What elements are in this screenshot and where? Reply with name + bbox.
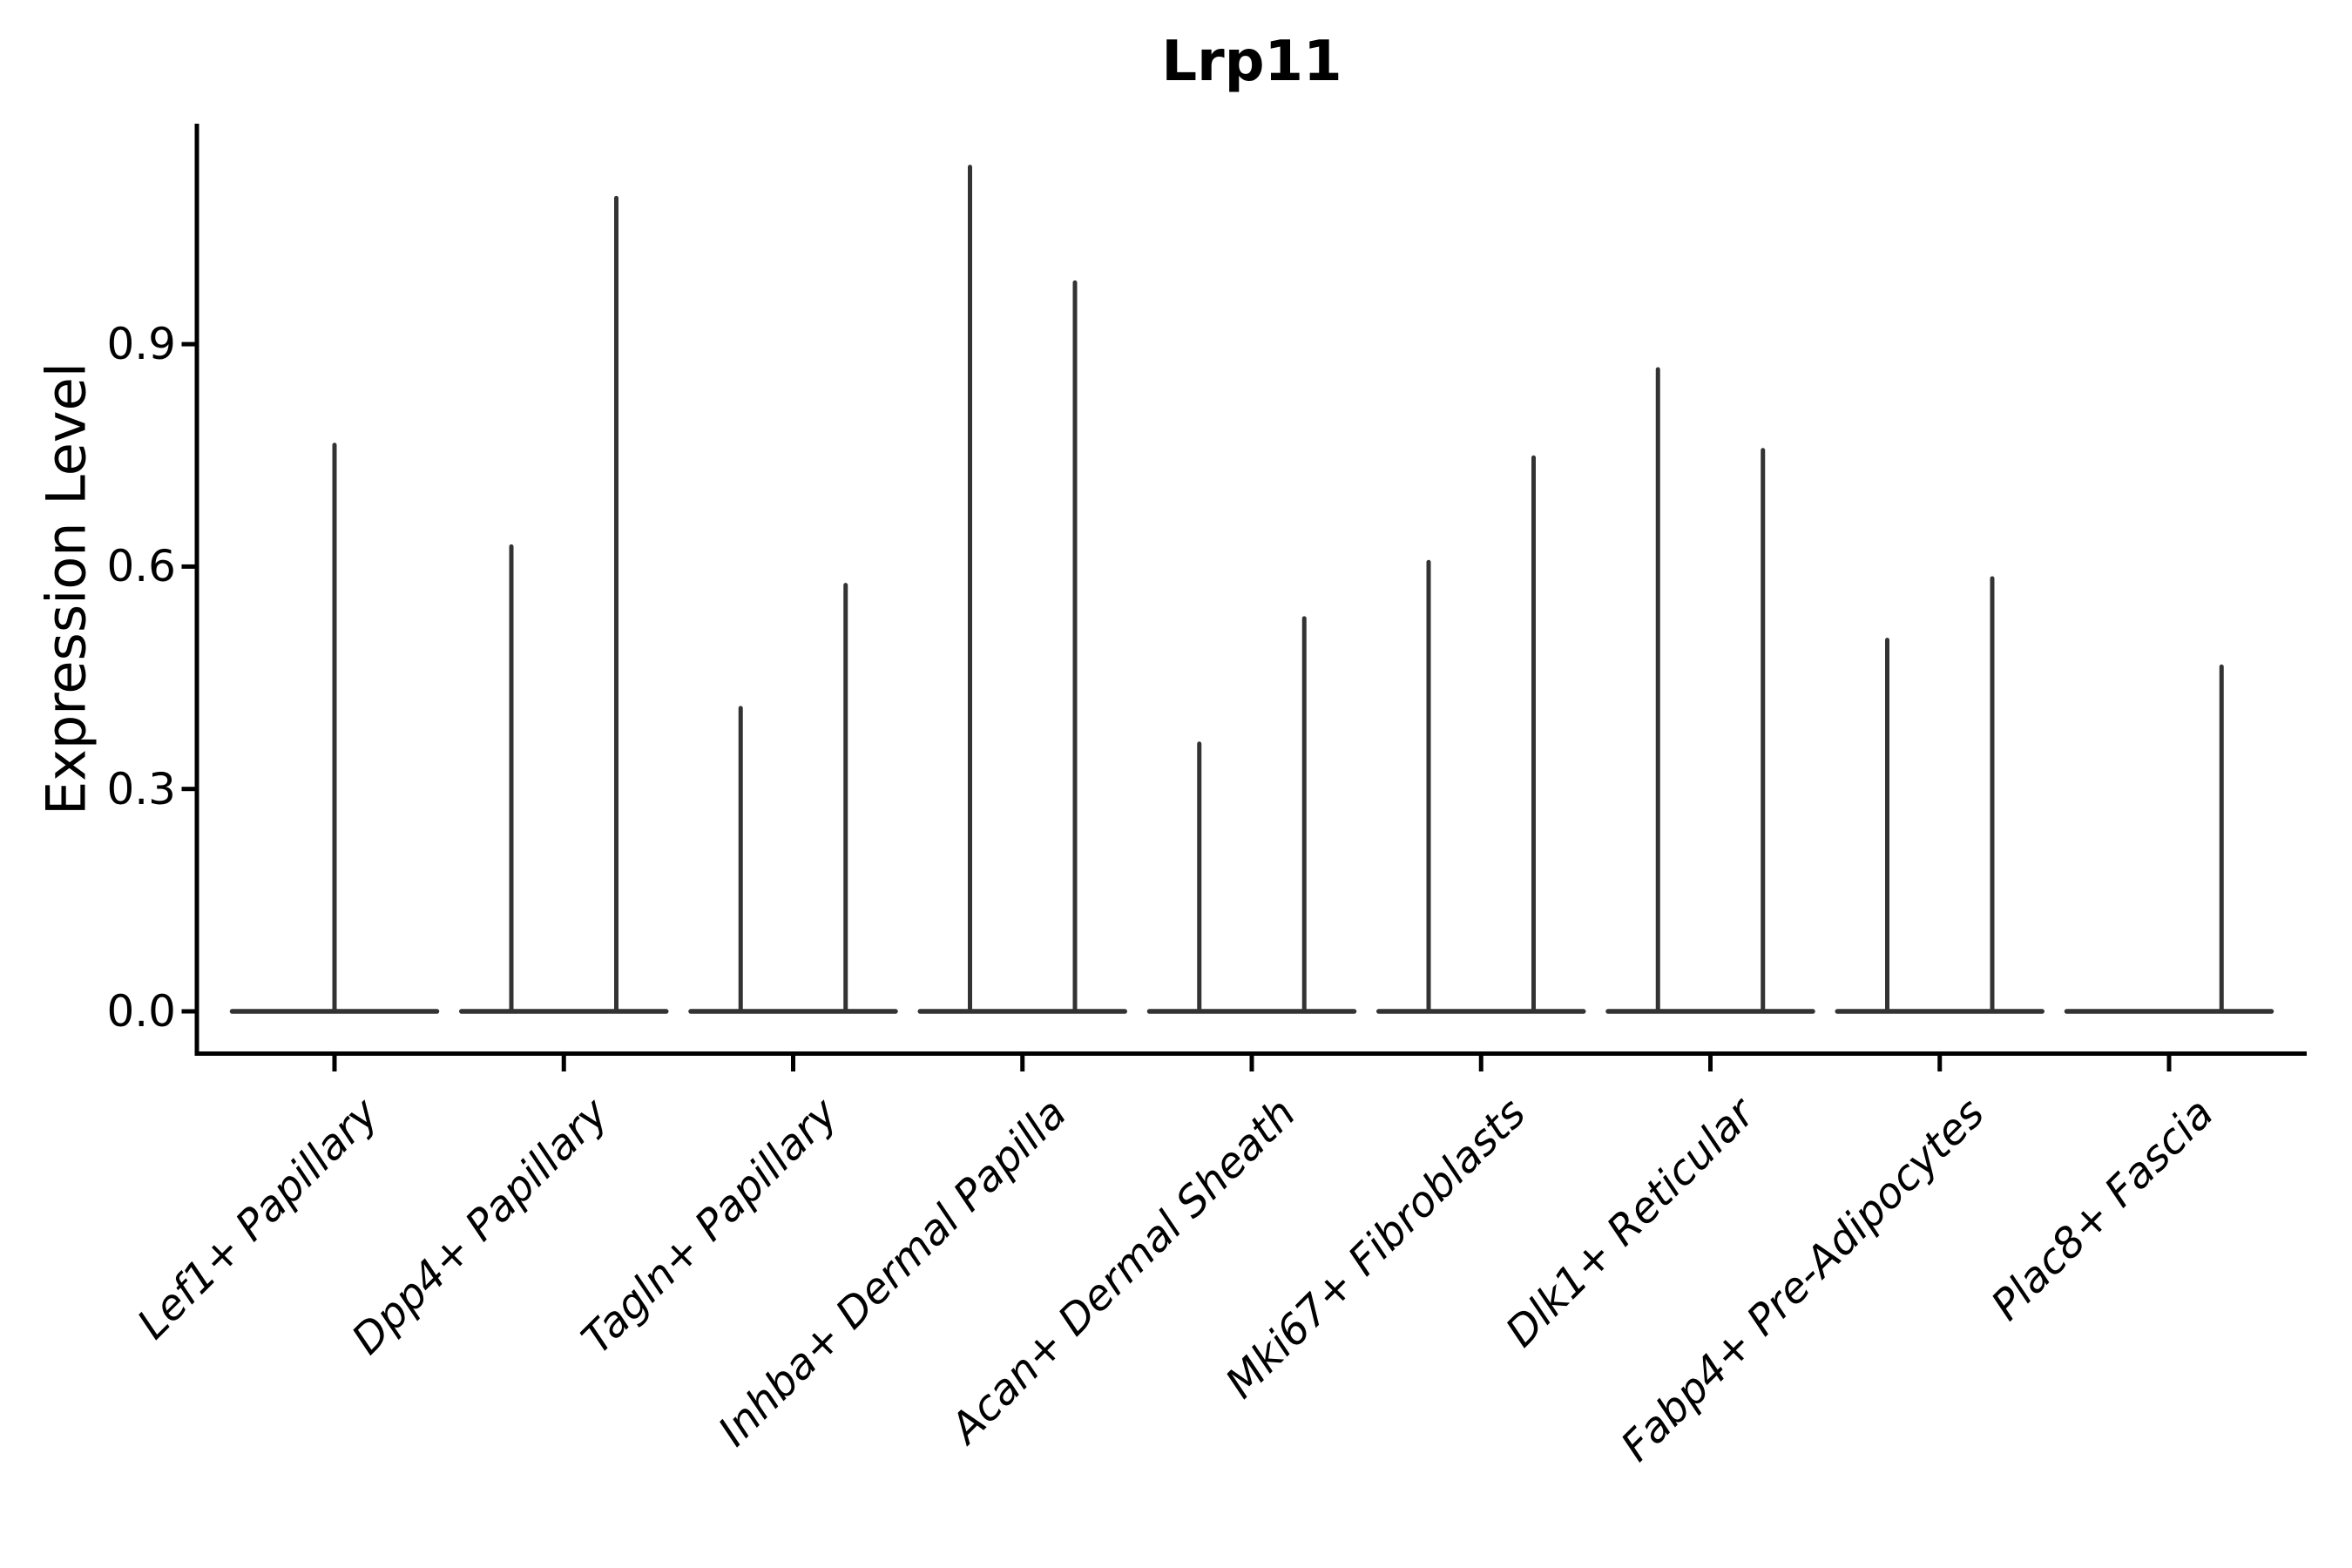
y-tick-label: 0.3 (106, 763, 176, 814)
y-tick-label: 0.9 (106, 319, 176, 370)
y-tick-label: 0.6 (106, 541, 176, 592)
plot-title: Lrp11 (1161, 30, 1342, 94)
y-axis-label: Expression Level (34, 362, 98, 815)
y-tick-label: 0.0 (106, 986, 176, 1037)
